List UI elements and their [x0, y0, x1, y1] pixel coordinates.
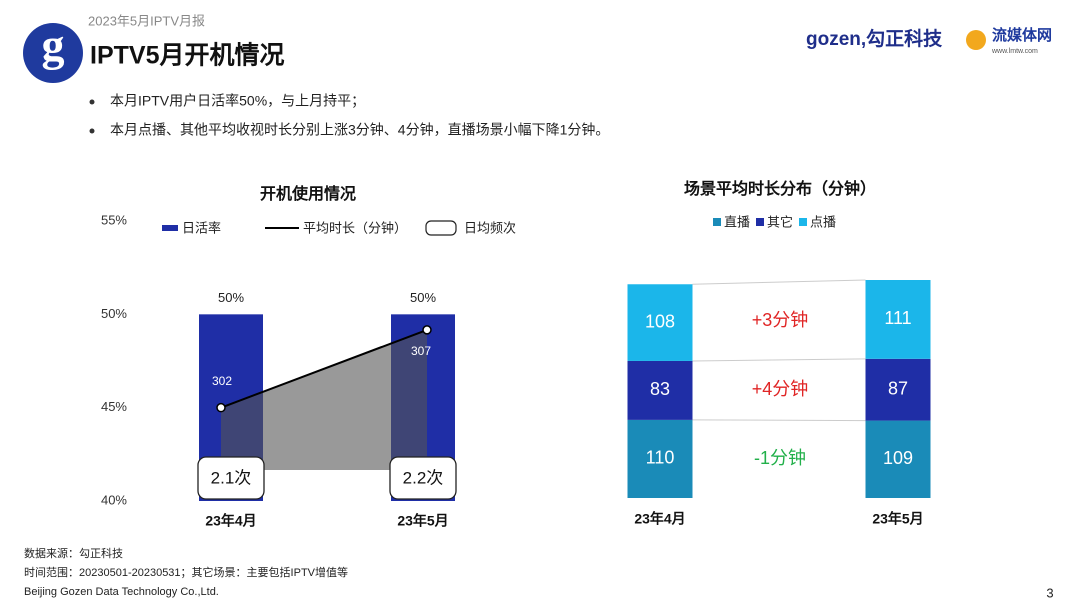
data-label: 87 [888, 378, 908, 398]
legend-swatch [756, 218, 764, 226]
legend-label: 平均时长（分钟） [303, 220, 407, 235]
legend-swatch [425, 220, 457, 236]
line [220, 328, 428, 409]
area [221, 329, 427, 470]
logo2-icon [966, 30, 986, 50]
logo-gozen: gozen,勾正科技 [806, 27, 943, 50]
legend-swatch [162, 225, 178, 231]
bar-segment [865, 358, 931, 421]
bullet-dot [89, 99, 95, 105]
legend-label: 日均频次 [464, 220, 516, 235]
legend-label: 点播 [810, 214, 836, 229]
legend-label: 其它 [767, 214, 793, 229]
logo-circle [23, 23, 83, 83]
logo2: 流媒体网 [992, 26, 1052, 44]
x-tick-label: 23年5月 [872, 511, 923, 527]
x-tick-label: 23年5月 [397, 513, 448, 529]
bar-segment [865, 280, 931, 359]
line-point [422, 325, 432, 335]
title: IPTV5月开机情况 [90, 42, 284, 70]
data-label: 302 [212, 374, 232, 388]
connector [692, 358, 866, 362]
logo2-url: www.lmtw.com [991, 48, 1038, 55]
footer-range: 时间范围：20230501-20230531；其它场景：主要包括IPTV增值等 [24, 565, 348, 579]
bar-segment [627, 284, 693, 361]
frequency-box [389, 456, 457, 500]
bar-segment [627, 360, 693, 420]
data-label: 50% [218, 290, 244, 305]
y-tick-label: 40% [101, 492, 127, 507]
footer-company: Beijing Gozen Data Technology Co.,Ltd. [24, 586, 219, 598]
legend-swatch [799, 218, 807, 226]
x-tick-label: 23年4月 [205, 513, 256, 529]
data-label: 108 [645, 311, 675, 331]
data-label: 111 [884, 308, 911, 328]
annotation: +3分钟 [752, 310, 809, 330]
legend-swatch [713, 218, 721, 226]
frequency-box [197, 456, 265, 500]
bar-segment [627, 419, 693, 498]
connector [692, 279, 866, 285]
annotation: +4分钟 [752, 379, 809, 399]
page-number: 3 [1046, 585, 1053, 600]
line-point [216, 402, 226, 413]
data-label: 109 [883, 448, 913, 468]
bullet: 本月点播、其他平均收视时长分别上涨3分钟、4分钟，直播场景小幅下降1分钟。 [110, 122, 609, 138]
data-label: 307 [411, 344, 431, 358]
bullet: 本月IPTV用户日活率50%，与上月持平； [110, 93, 365, 110]
bar-segment [865, 420, 931, 498]
x-tick-label: 23年4月 [634, 511, 685, 527]
legend-label: 日活率 [182, 220, 221, 235]
legend-label: 直播 [724, 214, 750, 229]
bullet-dot [89, 128, 95, 134]
annotation: -1分钟 [754, 448, 806, 468]
chart-title: 场景平均时长分布（分钟） [684, 179, 876, 198]
footer-source: 数据来源：勾正科技 [24, 546, 123, 560]
data-label: 50% [410, 290, 436, 305]
y-tick-label: 45% [101, 399, 127, 414]
connector [692, 419, 866, 422]
chart-title: 开机使用情况 [260, 184, 356, 203]
data-label: 2.1次 [211, 468, 252, 487]
y-tick-label: 50% [101, 306, 127, 321]
data-label: 83 [650, 379, 670, 399]
logo-letter: g [42, 20, 65, 71]
data-label: 2.2次 [403, 468, 444, 487]
subtitle: 2023年5月IPTV月报 [88, 13, 205, 28]
data-label: 110 [646, 448, 675, 468]
y-tick-label: 55% [101, 212, 127, 227]
